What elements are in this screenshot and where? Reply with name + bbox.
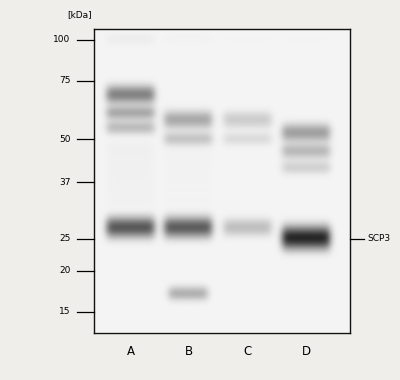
Text: B: B [185,345,193,358]
Text: A: A [127,345,135,358]
Text: 20: 20 [59,266,70,275]
Text: 75: 75 [59,76,70,86]
Text: C: C [244,345,252,358]
Text: SCP3: SCP3 [368,234,391,243]
Text: 100: 100 [53,35,70,44]
Text: [kDa]: [kDa] [68,10,92,19]
Text: D: D [302,345,311,358]
Text: 15: 15 [59,307,70,317]
Text: 37: 37 [59,178,70,187]
Text: 50: 50 [59,135,70,144]
Text: 25: 25 [59,234,70,243]
